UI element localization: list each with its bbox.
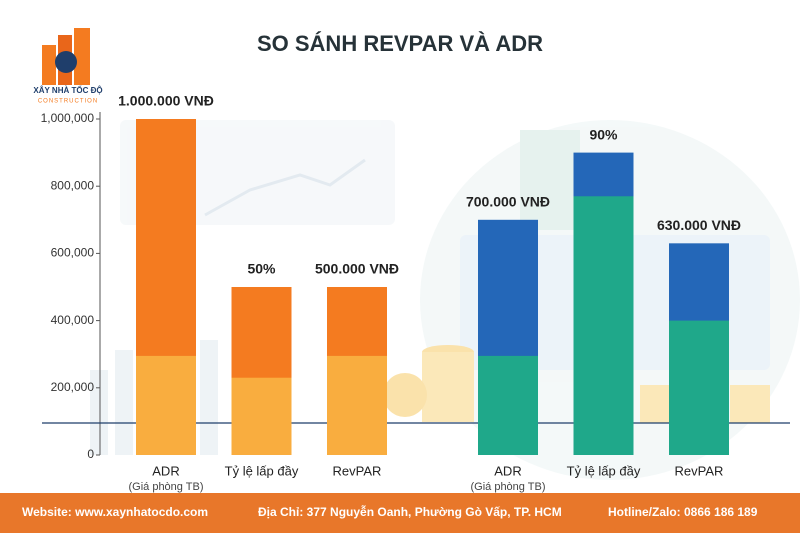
x-tick-label: RevPAR bbox=[675, 463, 724, 478]
bar-lower-segment bbox=[327, 355, 387, 455]
x-tick-label: Tỷ lệ lấp đầy bbox=[567, 463, 641, 478]
plot: 0 200,000 400,000 600,000 800,000 1,000,000 1.… bbox=[41, 93, 741, 493]
bar-lower-segment bbox=[669, 320, 729, 455]
value-label: 1.000.000 VNĐ bbox=[118, 93, 214, 109]
footer-hotline: Hotline/Zalo: 0866 186 189 bbox=[608, 505, 758, 519]
y-tick-label: 400,000 bbox=[51, 313, 95, 327]
y-tick-label: 0 bbox=[87, 447, 94, 461]
y-tick-label: 200,000 bbox=[51, 380, 95, 394]
y-tick-label: 1,000,000 bbox=[41, 111, 95, 125]
bar-lower-segment bbox=[136, 355, 196, 455]
value-label: 700.000 VNĐ bbox=[466, 194, 550, 210]
x-tick-label: ADR bbox=[494, 463, 521, 478]
bar-lower-segment bbox=[478, 355, 538, 455]
bar-lower-segment bbox=[573, 196, 634, 455]
y-tick-label: 600,000 bbox=[51, 246, 95, 260]
brand-tagline: CONSTRUCTION bbox=[38, 99, 98, 105]
x-tick-label: RevPAR bbox=[333, 463, 382, 478]
x-tick-note: (Giá phòng TB) bbox=[128, 481, 203, 493]
value-label: 50% bbox=[247, 261, 276, 277]
chart-title: SO SÁNH REVPAR VÀ ADR bbox=[257, 31, 543, 56]
value-label: 500.000 VNĐ bbox=[315, 261, 399, 277]
x-tick-note: (Giá phòng TB) bbox=[470, 481, 545, 493]
bar-lower-segment bbox=[231, 377, 292, 455]
brand-name: XÂY NHÀ TỐC ĐỘ bbox=[33, 85, 102, 95]
logo: XÂY NHÀ TỐC ĐỘ CONSTRUCTION bbox=[33, 28, 103, 105]
footer-address: Địa Chỉ: 377 Nguyễn Oanh, Phường Gò Vấp,… bbox=[258, 504, 562, 519]
value-label: 630.000 VNĐ bbox=[657, 217, 741, 233]
footer-website: Website: www.xaynhatocdo.com bbox=[22, 505, 208, 519]
value-label: 90% bbox=[589, 126, 618, 142]
x-tick-label: Tỷ lệ lấp đầy bbox=[225, 463, 299, 478]
y-tick-label: 800,000 bbox=[51, 178, 95, 192]
footer-bar bbox=[0, 493, 800, 533]
x-tick-label: ADR bbox=[152, 463, 179, 478]
